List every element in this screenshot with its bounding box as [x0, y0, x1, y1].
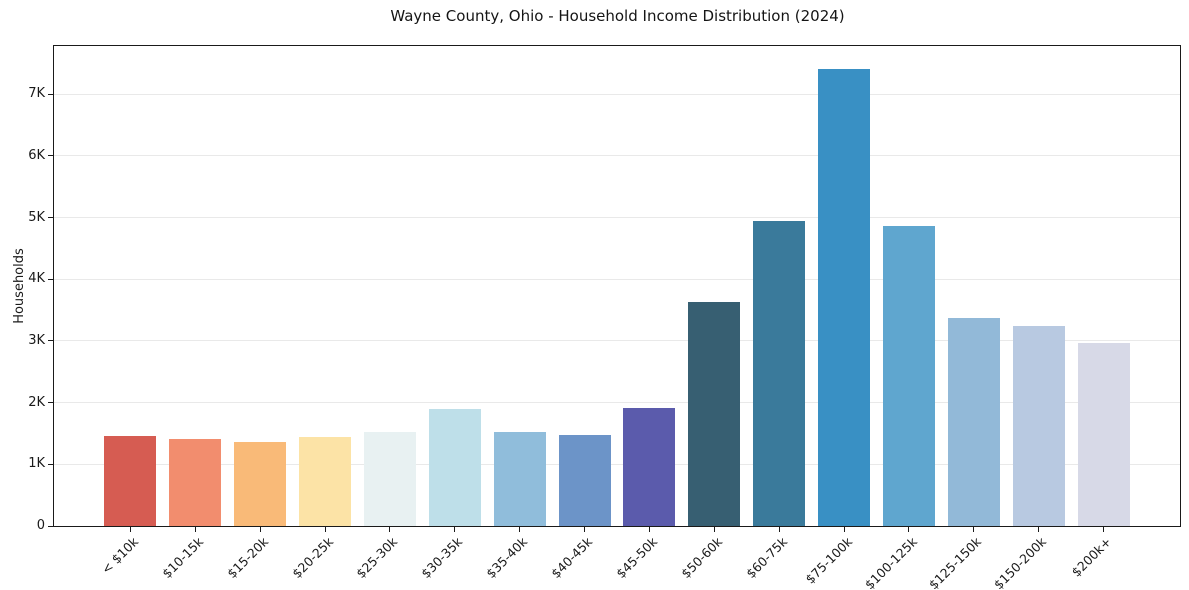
y-gridline — [54, 340, 1180, 342]
y-tick-label: 2K — [28, 394, 45, 410]
y-tick-mark — [48, 463, 53, 465]
x-tick-mark — [843, 527, 845, 532]
bar-$200k+ — [1077, 342, 1130, 526]
x-tick-mark — [194, 527, 196, 532]
bar-slot: $50-60k — [678, 46, 747, 581]
y-gridline — [54, 93, 1180, 95]
bar-$100-125k — [882, 226, 935, 526]
x-tick-mark — [129, 527, 131, 532]
bar-$25-30k — [363, 431, 416, 526]
bar-slot: $30-35k — [418, 46, 487, 581]
y-tick-mark — [48, 340, 53, 342]
x-tick-label-text: $40-45k — [548, 534, 596, 582]
y-axis-label: Households — [12, 248, 27, 324]
x-tick-label-text: $50-60k — [677, 534, 725, 582]
x-tick-mark — [1103, 527, 1105, 532]
bar-slot: $40-45k — [548, 46, 617, 581]
bar-slot: $200k+ — [1069, 46, 1136, 580]
x-tick-mark — [584, 527, 586, 532]
y-tick-label: 5K — [28, 209, 45, 225]
x-tick-label-text: $150-200k — [991, 534, 1050, 590]
x-tick-mark — [259, 527, 261, 532]
bar-$35-40k — [493, 432, 546, 526]
x-tick-label-text: $200k+ — [1068, 534, 1115, 580]
y-tick-mark — [48, 402, 53, 404]
bar-$75-100k — [818, 68, 870, 526]
x-tick-mark — [648, 527, 650, 532]
y-tick-mark — [48, 278, 53, 280]
y-tick-label: 7K — [28, 86, 45, 102]
x-tick-mark — [519, 527, 521, 532]
bar-$150-200k — [1012, 325, 1065, 526]
bar-slot: $150-200k — [991, 46, 1071, 590]
bar-$40-45k — [558, 434, 611, 526]
x-tick-label-text: $15-20k — [223, 534, 271, 582]
bar-slot: $15-20k — [224, 46, 293, 581]
y-gridline — [54, 278, 1180, 280]
y-tick-label: 1K — [28, 456, 45, 472]
bar-slot: $20-25k — [289, 46, 358, 581]
chart-title: Wayne County, Ohio - Household Income Di… — [390, 7, 845, 25]
bar-$20-25k — [299, 436, 351, 526]
y-tick-mark — [48, 525, 53, 527]
x-tick-label-text: $20-25k — [288, 534, 336, 582]
y-tick-mark — [48, 217, 53, 219]
x-tick-label-text: < $10k — [98, 534, 142, 577]
bar-slot: $100-125k — [861, 46, 942, 590]
bar-slot: $35-40k — [483, 46, 552, 581]
bar-$60-75k — [753, 220, 806, 526]
y-tick-label: 6K — [28, 147, 45, 163]
bar-slot: < $10k — [98, 46, 163, 577]
x-tick-label-text: $10-15k — [158, 534, 206, 582]
bar-$50-60k — [688, 301, 741, 526]
y-gridline — [54, 155, 1180, 157]
x-tick-label-text: $35-40k — [483, 534, 531, 582]
y-tick-mark — [48, 93, 53, 95]
x-tick-mark — [324, 527, 326, 532]
bar-$10-15k — [169, 439, 222, 526]
y-tick-label: 3K — [28, 332, 45, 348]
bar-slot: $10-15k — [159, 46, 228, 581]
x-tick-label-text: $25-30k — [353, 534, 401, 582]
x-tick-label-text: $125-150k — [926, 534, 985, 590]
bar-slot: $60-75k — [743, 46, 812, 581]
x-tick-mark — [973, 527, 975, 532]
x-tick-mark — [389, 527, 391, 532]
x-tick-label-text: $100-125k — [861, 534, 920, 590]
bar-$30-35k — [428, 409, 481, 526]
x-tick-mark — [713, 527, 715, 532]
x-tick-label-text: $60-75k — [742, 534, 790, 582]
x-tick-mark — [454, 527, 456, 532]
x-tick-mark — [1038, 527, 1040, 532]
y-tick-label: 0 — [36, 518, 45, 533]
y-tick-mark — [48, 155, 53, 157]
bar-< $10k — [104, 436, 157, 526]
x-tick-mark — [908, 527, 910, 532]
plot-area: 0 1K 2K 3K 4K 5K 6K 7K < $10k $10-15k $15-20k $20-2… — [28, 45, 1181, 590]
bar-$15-20k — [234, 441, 287, 526]
y-gridline — [54, 463, 1180, 465]
bar-$125-150k — [947, 318, 1000, 526]
bar-slot: $75-100k — [802, 46, 877, 587]
x-tick-mark — [778, 527, 780, 532]
x-tick-label-text: $45-50k — [613, 534, 661, 582]
bars-container: < $10k $10-15k $15-20k $20-25k $25-30k $30-35… — [98, 46, 1136, 590]
bar-slot: $45-50k — [613, 46, 682, 581]
x-tick-label-text: $30-35k — [418, 534, 466, 582]
bar-$45-50k — [623, 408, 676, 526]
bar-slot: $125-150k — [926, 46, 1006, 590]
y-gridline — [54, 402, 1180, 404]
y-gridline — [54, 217, 1180, 219]
bar-slot: $25-30k — [354, 46, 423, 581]
y-tick-label: 4K — [28, 271, 45, 287]
x-tick-label-text: $75-100k — [802, 534, 855, 587]
